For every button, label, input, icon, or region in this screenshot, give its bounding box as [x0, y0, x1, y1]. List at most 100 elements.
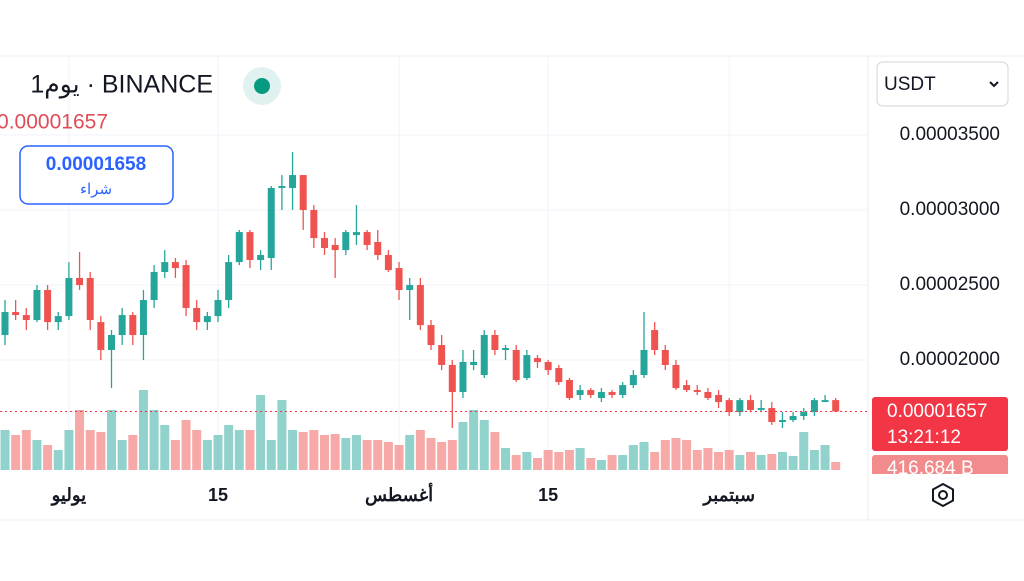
candle-body: [33, 289, 41, 320]
candle-body: [448, 364, 456, 392]
candle-body: [459, 361, 467, 392]
volume-bar: [554, 452, 564, 470]
candle-body: [640, 349, 648, 376]
volume-bar: [682, 440, 692, 470]
volume-bar: [767, 454, 777, 470]
volume-bar: [607, 455, 617, 470]
candle-body: [800, 412, 808, 416]
volume-bar: [831, 461, 841, 470]
volume-bar: [809, 450, 819, 470]
volume-bar: [277, 400, 287, 470]
volume-bar: [138, 390, 148, 470]
volume-bar: [64, 430, 74, 470]
volume-bar: [341, 438, 351, 470]
candle-body: [129, 315, 137, 335]
candle-body: [363, 232, 371, 245]
volume-bar: [469, 410, 479, 470]
volume-bar: [288, 430, 298, 470]
volume-bar: [415, 430, 425, 470]
currency-select[interactable]: [876, 61, 1009, 107]
candle-body: [139, 300, 147, 335]
volume-bar: [458, 422, 468, 470]
candle-body: [214, 300, 222, 317]
volume-bar: [75, 410, 85, 470]
volume-bar: [43, 445, 53, 470]
candle-body: [651, 330, 659, 350]
candle-body: [331, 244, 339, 251]
candle-body: [512, 349, 520, 380]
volume-bar: [224, 425, 234, 470]
volume-bar: [181, 420, 191, 470]
volume-bar: [351, 435, 361, 470]
volume-bar: [245, 430, 255, 470]
candle-body: [608, 391, 616, 395]
candle-body: [683, 385, 691, 391]
volume-bar: [213, 435, 223, 470]
candle-body: [310, 210, 318, 239]
buy-label[interactable]: شراء: [80, 181, 112, 198]
volume-bar: [96, 432, 106, 470]
volume-bar: [660, 440, 670, 470]
volume-bar: [671, 438, 681, 470]
volume-bar: [777, 452, 787, 470]
settings-icon[interactable]: [932, 482, 954, 508]
buy-button[interactable]: [19, 145, 174, 205]
candle-body: [778, 420, 786, 422]
candle-body: [150, 271, 158, 301]
volume-bar: [202, 440, 212, 470]
candle-body: [182, 265, 190, 308]
candle-body: [342, 232, 350, 251]
candle-body: [629, 375, 637, 386]
candle-body: [44, 289, 52, 323]
volume-bar: [511, 455, 521, 470]
volume-bar: [596, 460, 606, 470]
candle-body: [534, 358, 541, 362]
candle-body: [76, 277, 84, 286]
chevron[interactable]: [989, 81, 999, 88]
candle-body: [768, 408, 776, 422]
candle-body: [86, 277, 94, 320]
volume-bar: [234, 430, 244, 470]
y-tick-label: 0.00003500: [900, 124, 1000, 145]
currency-text[interactable]: USDT: [884, 74, 936, 95]
candle-body: [352, 232, 360, 236]
candle-body: [246, 232, 254, 260]
candle-body: [704, 391, 712, 398]
candle-body: [757, 408, 765, 410]
volume-bar: [160, 425, 170, 470]
candle-body: [565, 379, 573, 398]
candle-body: [821, 400, 829, 403]
buy-price[interactable]: 0.00001658: [46, 154, 146, 175]
volume-bar: [170, 440, 180, 470]
volume-bar: [522, 452, 532, 470]
status-dot: [254, 78, 270, 94]
candle-body: [619, 385, 627, 395]
volume-marker: 416,684 B: [887, 458, 974, 479]
candle-body: [587, 390, 595, 395]
price-marker-box: [872, 397, 1008, 451]
volume-bar: [724, 450, 734, 470]
volume-bar: [128, 435, 138, 470]
candle-body: [523, 355, 531, 379]
volume-bar: [639, 442, 649, 470]
volume-bar: [714, 452, 724, 470]
volume-bar: [490, 432, 500, 470]
y-tick-label: 0.00002500: [900, 274, 1000, 295]
volume-bar: [266, 440, 276, 470]
candle-body: [118, 315, 126, 335]
candle-body: [491, 334, 499, 350]
volume-bar: [788, 456, 798, 470]
candle-body: [672, 364, 680, 389]
candle-body: [12, 312, 20, 316]
candle-body: [161, 262, 169, 272]
volume-bar: [383, 442, 393, 470]
volume-bar: [373, 440, 383, 470]
candle-body: [267, 187, 275, 259]
candle-body: [789, 415, 797, 421]
volume-bar: [426, 438, 436, 470]
volume-bar: [479, 420, 489, 470]
settings-icon-center[interactable]: [938, 490, 948, 500]
candle-body: [299, 175, 307, 211]
volume-bar: [394, 445, 404, 470]
volume-bar: [533, 458, 542, 470]
